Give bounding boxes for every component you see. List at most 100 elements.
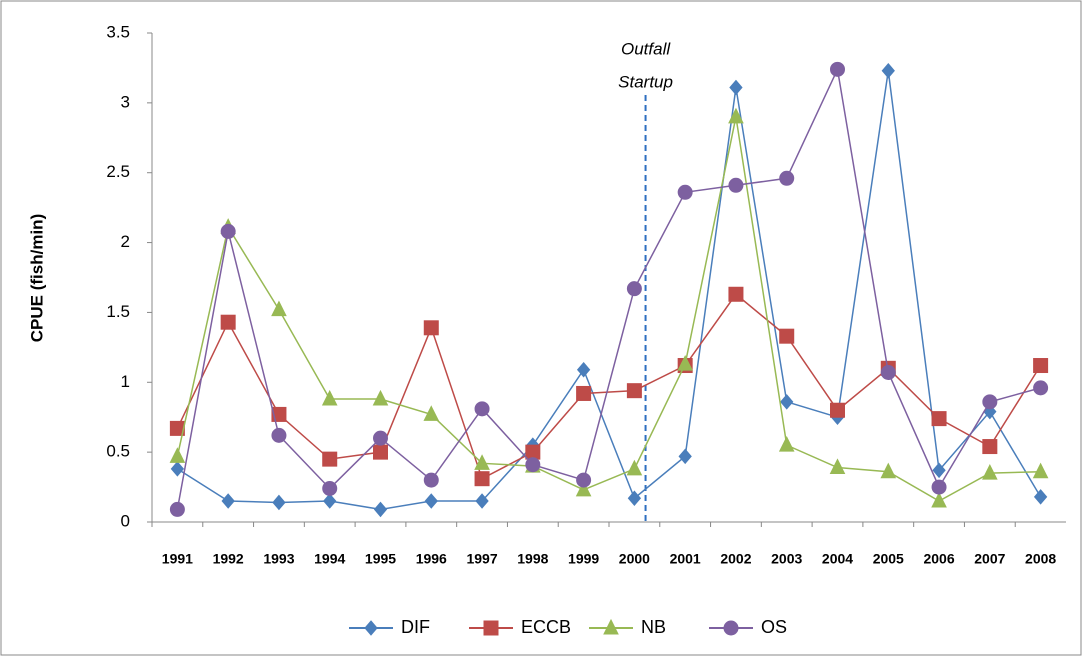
data-point bbox=[829, 458, 846, 475]
x-tick-label: 2001 bbox=[670, 551, 701, 567]
x-tick-label: 2006 bbox=[923, 551, 954, 567]
x-tick-label: 1995 bbox=[365, 551, 396, 567]
data-point bbox=[474, 471, 490, 487]
x-tick-label: 1998 bbox=[517, 551, 548, 567]
data-point bbox=[576, 361, 591, 378]
x-tick-label: 2004 bbox=[822, 551, 853, 567]
data-point bbox=[272, 494, 286, 511]
x-tick-label: 1997 bbox=[466, 551, 497, 567]
data-point bbox=[982, 439, 998, 455]
data-point bbox=[931, 411, 947, 427]
y-tick-label: 1 bbox=[121, 372, 130, 391]
data-point bbox=[1032, 462, 1049, 479]
legend-marker bbox=[364, 620, 378, 636]
x-tick-label: 1991 bbox=[162, 551, 193, 567]
data-point bbox=[931, 479, 947, 495]
y-axis-label: CPUE (fish/min) bbox=[27, 214, 46, 342]
data-point bbox=[728, 107, 744, 124]
data-point bbox=[576, 472, 592, 488]
x-tick-label: 2007 bbox=[974, 551, 1005, 567]
data-point bbox=[728, 177, 744, 193]
data-point bbox=[830, 61, 845, 77]
data-point bbox=[626, 383, 642, 399]
data-point bbox=[729, 79, 743, 96]
series-line bbox=[176, 70, 1042, 511]
annotation-text: Startup bbox=[618, 72, 673, 91]
data-point bbox=[931, 491, 947, 508]
data-point bbox=[1033, 358, 1049, 374]
y-tick-label: 0 bbox=[121, 511, 130, 530]
data-point bbox=[779, 170, 795, 186]
x-tick-label: 2000 bbox=[619, 551, 650, 567]
data-point bbox=[474, 401, 490, 417]
data-point bbox=[475, 493, 489, 509]
data-point bbox=[677, 355, 693, 371]
data-point bbox=[780, 394, 794, 410]
x-tick-label: 2008 bbox=[1025, 551, 1056, 567]
data-point bbox=[169, 447, 186, 463]
data-point bbox=[881, 62, 895, 79]
data-point bbox=[373, 501, 388, 518]
y-tick-label: 2 bbox=[121, 232, 130, 251]
data-point bbox=[880, 462, 897, 479]
data-point bbox=[170, 461, 185, 477]
legend-label: ECCB bbox=[521, 617, 571, 637]
x-tick-label: 1992 bbox=[213, 551, 244, 567]
data-point bbox=[220, 314, 236, 330]
data-point bbox=[830, 402, 845, 418]
data-point bbox=[424, 493, 438, 509]
data-point bbox=[474, 454, 490, 470]
annotation-text: Outfall bbox=[621, 39, 671, 58]
data-point bbox=[423, 472, 439, 488]
data-point bbox=[322, 451, 338, 467]
y-tick-label: 0.5 bbox=[106, 442, 130, 461]
data-point bbox=[778, 436, 795, 452]
y-tick-label: 1.5 bbox=[106, 302, 130, 321]
data-point bbox=[982, 463, 998, 480]
data-point bbox=[932, 462, 946, 479]
y-tick-label: 3.5 bbox=[106, 22, 130, 41]
data-point bbox=[728, 286, 744, 302]
data-point bbox=[323, 493, 337, 509]
y-tick-label: 3 bbox=[121, 92, 130, 111]
x-tick-label: 1994 bbox=[314, 551, 345, 567]
data-point bbox=[678, 448, 692, 465]
data-point bbox=[271, 427, 287, 443]
data-point bbox=[626, 281, 642, 297]
data-point bbox=[271, 300, 287, 317]
legend-marker bbox=[723, 620, 739, 636]
data-point bbox=[626, 459, 643, 476]
data-point bbox=[982, 394, 998, 410]
data-point bbox=[779, 328, 795, 344]
legend-label: OS bbox=[761, 617, 787, 637]
x-tick-label: 1999 bbox=[568, 551, 599, 567]
x-tick-label: 2002 bbox=[720, 551, 751, 567]
y-tick-label: 2.5 bbox=[106, 162, 130, 181]
series-line bbox=[176, 66, 1041, 510]
x-tick-label: 2003 bbox=[771, 551, 802, 567]
legend-label: DIF bbox=[401, 617, 430, 637]
data-point bbox=[221, 493, 235, 509]
data-point bbox=[372, 389, 389, 406]
data-point bbox=[169, 501, 185, 517]
data-point bbox=[322, 480, 338, 496]
legend-label: NB bbox=[641, 617, 666, 637]
x-tick-label: 1993 bbox=[263, 551, 294, 567]
data-point bbox=[373, 430, 388, 446]
series-line bbox=[176, 116, 1041, 502]
data-point bbox=[575, 480, 592, 497]
data-point bbox=[220, 223, 236, 239]
data-point bbox=[627, 490, 642, 507]
data-point bbox=[525, 457, 541, 473]
data-point bbox=[423, 405, 440, 421]
data-point bbox=[169, 420, 185, 436]
data-point bbox=[677, 184, 693, 200]
data-point bbox=[423, 320, 439, 336]
legend-marker bbox=[603, 618, 619, 635]
x-tick-label: 2005 bbox=[873, 551, 904, 567]
data-point bbox=[576, 385, 592, 401]
data-point bbox=[271, 406, 287, 422]
